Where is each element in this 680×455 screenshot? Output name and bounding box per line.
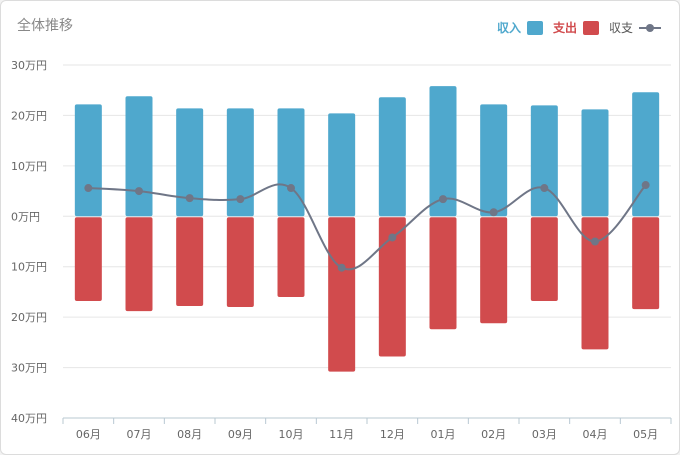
y-tick-label: 20万円 [11, 109, 47, 122]
legend-balance[interactable]: 収支 [609, 19, 661, 36]
balance-point [388, 233, 397, 242]
balance-point [439, 195, 447, 204]
legend-income-swatch [526, 20, 543, 35]
x-tick-label: 09月 [228, 428, 253, 441]
expense-bar [632, 217, 660, 310]
income-bar [125, 96, 153, 217]
y-tick-label: 0万円 [11, 210, 40, 223]
y-tick-label: 40万円 [11, 412, 47, 425]
x-tick-label: 03月 [532, 428, 557, 441]
balance-line [88, 183, 647, 271]
expense-bar [581, 217, 609, 350]
balance-point [489, 208, 498, 217]
legend-expense-label: 支出 [552, 21, 577, 35]
x-tick-label: 10月 [279, 428, 304, 441]
balance-point [337, 263, 346, 272]
y-tick-label: 30万円 [11, 59, 47, 72]
expense-bar [530, 217, 558, 302]
expense-bar [480, 217, 508, 324]
legend-income-label: 収入 [496, 21, 521, 35]
x-tick-label: 11月 [329, 428, 354, 441]
x-tick-label: 04月 [583, 428, 608, 441]
expense-bar [125, 217, 153, 312]
expense-bar [328, 217, 356, 372]
income-bar [378, 97, 406, 217]
expense-bar [74, 217, 102, 302]
expense-bar [226, 217, 254, 308]
chart-title: 全体推移 [17, 18, 73, 34]
legend: 収入 支出 収支 [487, 19, 661, 36]
y-tick-label: 20万円 [11, 311, 47, 324]
income-bar [176, 108, 204, 217]
y-tick-label: 10万円 [11, 160, 47, 173]
balance-point [540, 184, 549, 193]
x-tick-label: 01月 [431, 428, 456, 441]
income-bar [581, 109, 609, 217]
balance-point [236, 195, 245, 204]
income-bar [480, 104, 508, 217]
expense-bar [176, 217, 204, 307]
y-tick-label: 10万円 [11, 261, 47, 274]
x-tick-label: 12月 [380, 428, 405, 441]
expense-bar [378, 217, 406, 357]
balance-point [591, 237, 599, 246]
balance-point [287, 184, 295, 193]
legend-expense[interactable]: 支出 [553, 19, 599, 36]
income-bar [632, 92, 660, 217]
x-tick-label: 08月 [177, 428, 202, 441]
x-tick-label: 05月 [633, 428, 658, 441]
income-bar [226, 108, 254, 217]
income-bar [328, 113, 356, 217]
x-tick-label: 07月 [127, 428, 152, 441]
balance-point [641, 181, 650, 190]
legend-balance-label: 収支 [608, 21, 633, 35]
balance-point [185, 194, 194, 203]
balance-point [135, 187, 143, 196]
income-bar [74, 104, 102, 217]
income-bar [429, 86, 457, 217]
legend-income[interactable]: 収入 [497, 19, 543, 36]
x-tick-label: 02月 [481, 428, 506, 441]
x-tick-label: 06月 [76, 428, 101, 441]
y-tick-label: 30万円 [11, 362, 47, 375]
income-bar [277, 108, 305, 217]
income-bar [530, 105, 558, 217]
balance-point [84, 184, 93, 193]
legend-balance-marker [639, 21, 661, 35]
legend-expense-swatch [582, 20, 599, 35]
expense-bar [277, 217, 305, 297]
expense-bar [429, 217, 457, 330]
